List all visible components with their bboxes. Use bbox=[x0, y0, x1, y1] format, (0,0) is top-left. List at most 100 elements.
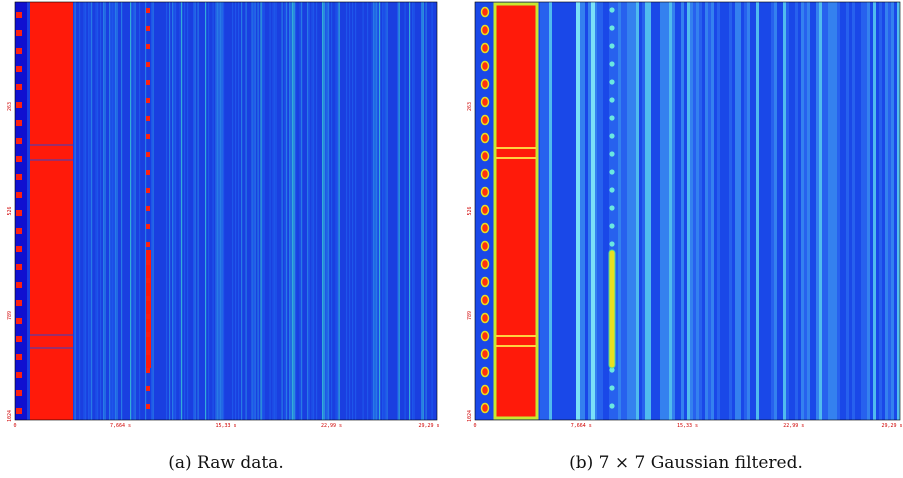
stripe bbox=[645, 2, 648, 420]
dot bbox=[146, 260, 150, 265]
stripe bbox=[615, 2, 618, 420]
stripe bbox=[274, 2, 276, 420]
stripe bbox=[413, 2, 415, 420]
stripe bbox=[95, 2, 97, 420]
stripe bbox=[672, 2, 675, 420]
x-tick-label: 0 bbox=[13, 423, 16, 429]
dot bbox=[146, 332, 150, 337]
stripe bbox=[166, 2, 168, 420]
x-tick-label: 0 bbox=[473, 423, 476, 429]
stripe bbox=[355, 2, 357, 420]
blob bbox=[480, 114, 490, 126]
dot bbox=[146, 26, 150, 31]
stripe bbox=[293, 2, 295, 420]
blob bbox=[480, 384, 490, 396]
stripe bbox=[735, 2, 738, 420]
blob bbox=[480, 150, 490, 162]
stripe bbox=[825, 2, 828, 420]
stripe bbox=[621, 2, 624, 420]
stripe bbox=[335, 2, 337, 420]
stripe bbox=[376, 2, 378, 420]
stripe bbox=[864, 2, 867, 420]
blob bbox=[480, 42, 490, 54]
stripe bbox=[747, 2, 750, 420]
y-tick-label: 1024 bbox=[7, 410, 13, 422]
raw-heatmap bbox=[15, 2, 437, 420]
stripe bbox=[374, 2, 376, 420]
dot bbox=[146, 170, 150, 175]
dot bbox=[609, 223, 615, 229]
stripe bbox=[409, 2, 411, 420]
stripe bbox=[588, 2, 591, 420]
block bbox=[493, 2, 539, 420]
stripe bbox=[232, 2, 234, 420]
stripe bbox=[223, 2, 225, 420]
stripe bbox=[307, 2, 309, 420]
stripe bbox=[879, 2, 882, 420]
blob bbox=[480, 402, 490, 414]
bar bbox=[608, 249, 616, 369]
dot bbox=[146, 278, 150, 283]
stripe bbox=[83, 2, 85, 420]
stripe bbox=[385, 2, 387, 420]
blob bbox=[16, 138, 22, 144]
x-tick-label: 15,33 s bbox=[677, 423, 698, 429]
stripe bbox=[404, 2, 406, 420]
stripe bbox=[272, 2, 274, 420]
stripe bbox=[633, 2, 636, 420]
stripe bbox=[121, 2, 123, 420]
stripe bbox=[795, 2, 798, 420]
stripe bbox=[352, 2, 354, 420]
stripe bbox=[852, 2, 855, 420]
blob bbox=[16, 408, 22, 414]
stripe bbox=[284, 2, 286, 420]
stripe bbox=[756, 2, 759, 420]
stripe bbox=[831, 2, 834, 420]
dot bbox=[146, 350, 150, 355]
stripe bbox=[97, 2, 99, 420]
stripe bbox=[262, 2, 264, 420]
blob bbox=[480, 96, 490, 108]
stripe bbox=[693, 2, 696, 420]
stripe bbox=[783, 2, 786, 420]
stripe bbox=[801, 2, 804, 420]
stripe bbox=[100, 2, 102, 420]
stripe bbox=[804, 2, 807, 420]
dot bbox=[146, 80, 150, 85]
stripe bbox=[888, 2, 891, 420]
stripe bbox=[289, 2, 291, 420]
stripe bbox=[89, 2, 91, 420]
dot bbox=[146, 296, 150, 301]
stripe bbox=[373, 2, 375, 420]
stripe bbox=[260, 2, 262, 420]
dot bbox=[609, 367, 615, 373]
stripe bbox=[594, 2, 597, 420]
stripe bbox=[308, 2, 310, 420]
bar bbox=[146, 250, 151, 368]
stripe bbox=[362, 2, 364, 420]
blob bbox=[480, 204, 490, 216]
stripe bbox=[422, 2, 424, 420]
blob bbox=[16, 210, 22, 216]
stripe bbox=[221, 2, 223, 420]
stripe bbox=[386, 2, 388, 420]
blob bbox=[16, 354, 22, 360]
stripe bbox=[383, 2, 385, 420]
stripe bbox=[152, 2, 154, 420]
stripe bbox=[328, 2, 330, 420]
blob bbox=[480, 6, 490, 18]
stripe bbox=[257, 2, 259, 420]
stripe bbox=[88, 2, 90, 420]
blob bbox=[16, 282, 22, 288]
stripe bbox=[313, 2, 315, 420]
dot bbox=[146, 368, 150, 373]
dot bbox=[609, 169, 615, 175]
dot bbox=[146, 206, 150, 211]
blob bbox=[480, 24, 490, 36]
stripe bbox=[110, 2, 112, 420]
stripe bbox=[116, 2, 118, 420]
y-tick-label: 1024 bbox=[467, 410, 473, 422]
stripe bbox=[648, 2, 651, 420]
stripe bbox=[666, 2, 669, 420]
stripe bbox=[690, 2, 693, 420]
